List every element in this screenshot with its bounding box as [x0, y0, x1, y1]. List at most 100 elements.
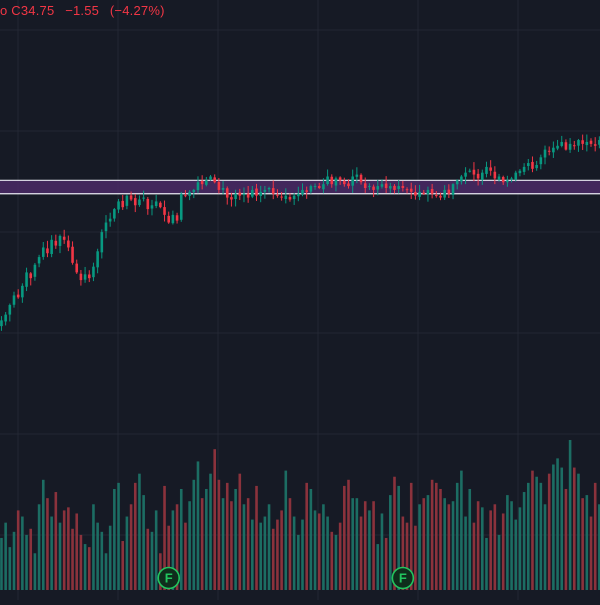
volume-bar — [50, 516, 53, 590]
volume-bar — [25, 534, 28, 590]
volume-bar — [581, 498, 584, 590]
volume-bar — [133, 482, 137, 590]
resistance-zone[interactable] — [0, 179, 600, 195]
volume-bar — [255, 485, 258, 590]
volume-bar — [468, 488, 472, 590]
candle-body — [372, 186, 375, 190]
candle-body — [280, 196, 283, 198]
volume-bar — [439, 488, 442, 590]
candle-body — [493, 171, 497, 179]
candle-body — [443, 189, 446, 198]
candle-body — [67, 240, 70, 248]
volume-bar — [435, 482, 438, 590]
volume-bar — [138, 473, 141, 590]
volume-bar — [522, 492, 526, 590]
volume-bar — [192, 479, 196, 590]
volume-bar — [543, 504, 547, 590]
volume-bar — [485, 537, 488, 590]
volume-bar — [510, 501, 513, 590]
candle-body — [322, 184, 325, 190]
candle-body — [125, 195, 129, 206]
volume-bar — [205, 488, 208, 590]
event-marker[interactable]: F — [391, 566, 415, 590]
volume-bar — [447, 504, 451, 590]
candle-body — [472, 169, 476, 175]
candle-body — [355, 174, 359, 177]
volume-bar — [313, 510, 317, 590]
candle-body — [267, 188, 271, 190]
volume-bar — [518, 507, 522, 590]
volume-bar — [276, 519, 279, 590]
candle-body — [305, 190, 308, 192]
volume-bar — [125, 516, 129, 590]
candle-body — [430, 189, 434, 194]
volume-bar — [372, 501, 375, 590]
volume-bar — [33, 553, 37, 590]
candle-body — [159, 202, 162, 208]
candle-body — [426, 189, 430, 195]
legend-change: −1.55 — [65, 3, 100, 18]
candle-body — [418, 191, 421, 197]
candle-body — [0, 320, 3, 327]
price-candles — [0, 134, 600, 331]
volume-bar — [4, 522, 7, 590]
volume-bar — [343, 485, 346, 590]
volume-bar — [121, 541, 125, 590]
candle-body — [497, 176, 501, 180]
volume-bar — [347, 479, 350, 590]
candle-body — [259, 191, 262, 196]
event-marker-label: F — [165, 571, 173, 586]
volume-bar — [322, 504, 325, 590]
candle-body — [447, 189, 451, 194]
volume-bar — [443, 498, 446, 590]
volume-bar — [359, 516, 363, 590]
volume-bar — [46, 498, 49, 590]
candle-body — [568, 143, 572, 150]
candle-body — [251, 189, 254, 197]
volume-bar — [154, 510, 158, 590]
candle-body — [309, 186, 313, 192]
candle-body — [154, 201, 158, 207]
volume-bar — [489, 510, 492, 590]
candle-body — [593, 144, 597, 146]
candle-body — [292, 195, 296, 200]
candle-body — [37, 257, 41, 264]
volume-bar — [41, 479, 45, 590]
candle-body — [150, 205, 154, 209]
candle-body — [246, 193, 250, 198]
candle-body — [368, 186, 371, 188]
candle-body — [556, 145, 559, 149]
candle-body — [225, 188, 229, 198]
candle-body — [50, 239, 53, 254]
candle-body — [577, 140, 580, 146]
candle-body — [359, 174, 363, 183]
volume-bar — [92, 504, 95, 590]
candle-body — [460, 176, 463, 182]
candle-body — [96, 251, 99, 268]
candle-body — [29, 273, 33, 279]
candle-body — [175, 215, 179, 221]
candle-body — [485, 166, 488, 174]
candle-body — [393, 185, 396, 190]
volume-bar — [589, 516, 593, 590]
volume-bar — [188, 501, 191, 590]
candle-body — [401, 186, 405, 188]
volume-bar — [142, 495, 145, 590]
candle-body — [313, 186, 317, 188]
candle-body — [117, 201, 120, 210]
volume-bar — [405, 522, 409, 590]
volume-bar — [16, 510, 20, 590]
volume-bars — [0, 440, 600, 590]
volume-bar — [493, 504, 497, 590]
candle-body — [184, 195, 187, 197]
event-marker[interactable]: F — [157, 566, 181, 590]
candle-body — [539, 157, 543, 165]
volume-bar — [560, 467, 564, 590]
volume-bar — [497, 534, 501, 590]
volume-bar — [351, 498, 354, 590]
candle-body — [146, 198, 150, 210]
volume-bar — [305, 482, 308, 590]
